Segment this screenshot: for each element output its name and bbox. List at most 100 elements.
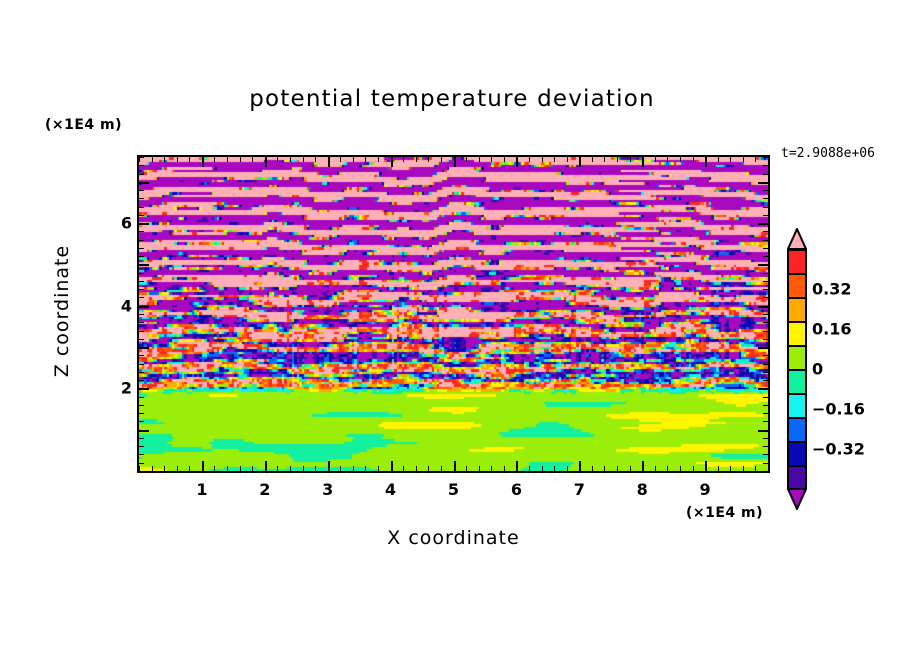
axis-tick [177, 466, 178, 471]
colorbar-band [789, 347, 805, 371]
axis-tick [491, 157, 492, 162]
axis-tick [454, 157, 456, 167]
axis-tick [139, 306, 149, 308]
axis-tick [139, 430, 149, 432]
colorbar-under-arrow-icon [787, 488, 807, 510]
axis-tick [642, 461, 644, 471]
axis-tick [763, 248, 768, 249]
axis-tick [315, 157, 316, 162]
axis-tick [763, 421, 768, 422]
axis-tick [743, 157, 744, 162]
axis-tick [466, 466, 467, 471]
axis-tick [252, 157, 253, 162]
axis-tick [705, 157, 707, 167]
axis-tick [693, 157, 694, 162]
axis-tick [139, 248, 144, 249]
axis-tick [139, 421, 144, 422]
colorbar-tick-labels: 0.32 0.16 0 −0.16 −0.32 [812, 228, 902, 510]
axis-tick [303, 157, 304, 162]
axis-tick [763, 215, 768, 216]
axis-tick [604, 466, 605, 471]
axis-tick [758, 223, 768, 225]
axis-tick [290, 157, 291, 162]
axis-tick [655, 466, 656, 471]
axis-tick [265, 157, 267, 167]
axis-tick [139, 297, 144, 298]
axis-tick [139, 207, 144, 208]
axis-tick [277, 466, 278, 471]
axis-tick [763, 397, 768, 398]
colorbar[interactable] [782, 228, 810, 510]
axis-tick [763, 289, 768, 290]
axis-tick [604, 157, 605, 162]
axis-tick [763, 190, 768, 191]
axis-tick [139, 215, 144, 216]
axis-tick [763, 297, 768, 298]
x-tick-label: 1 [196, 480, 208, 499]
x-tick-label: 6 [510, 480, 522, 499]
axis-tick [763, 331, 768, 332]
axis-tick [139, 471, 149, 473]
colorbar-over-arrow-icon [787, 228, 807, 250]
axis-tick [214, 466, 215, 471]
axis-tick [758, 264, 768, 266]
axis-tick [763, 339, 768, 340]
axis-tick [655, 157, 656, 162]
axis-tick [763, 256, 768, 257]
axis-tick [189, 466, 190, 471]
y-axis-tick-labels: 2 4 6 [96, 155, 132, 473]
axis-tick [265, 461, 267, 471]
y-axis-title: Z coordinate [51, 244, 73, 378]
axis-tick [139, 397, 144, 398]
axis-tick [139, 289, 144, 290]
colorbar-band [789, 443, 805, 467]
colorbar-label: −0.32 [812, 439, 865, 459]
axis-tick [630, 466, 631, 471]
axis-tick [763, 322, 768, 323]
axis-tick [763, 463, 768, 464]
axis-tick [479, 157, 480, 162]
x-tick-label: 9 [699, 480, 711, 499]
axis-tick [365, 466, 366, 471]
colorbar-band [789, 251, 805, 275]
axis-tick [403, 157, 404, 162]
axis-tick [227, 466, 228, 471]
contour-plot-area[interactable] [137, 155, 770, 473]
axis-tick [139, 314, 144, 315]
y-axis-unit-label: (×1E4 m) [45, 117, 123, 133]
axis-tick [139, 380, 144, 381]
axis-tick [592, 466, 593, 471]
axis-tick [139, 182, 149, 184]
axis-tick [763, 438, 768, 439]
axis-tick [763, 372, 768, 373]
axis-tick [504, 466, 505, 471]
colorbar-label: 0 [812, 359, 824, 379]
page-title: potential temperature deviation [249, 86, 655, 112]
axis-tick [177, 157, 178, 162]
axis-tick [290, 466, 291, 471]
axis-tick [705, 461, 707, 471]
axis-tick [758, 306, 768, 308]
axis-tick [718, 466, 719, 471]
axis-tick [139, 165, 144, 166]
axis-tick [353, 466, 354, 471]
axis-tick [428, 466, 429, 471]
y-tick-label: 2 [120, 378, 132, 398]
axis-tick [139, 454, 144, 455]
axis-tick [763, 364, 768, 365]
colorbar-label: −0.16 [812, 399, 865, 419]
axis-tick [240, 157, 241, 162]
axis-tick [441, 466, 442, 471]
axis-tick [139, 157, 144, 158]
colorbar-band [789, 323, 805, 347]
axis-tick [516, 157, 518, 167]
axis-tick [567, 157, 568, 162]
axis-tick [164, 157, 165, 162]
axis-tick [743, 466, 744, 471]
y-tick-label: 4 [120, 296, 132, 316]
colorbar-band [789, 371, 805, 395]
axis-tick [763, 281, 768, 282]
colorbar-bands [787, 249, 807, 491]
y-tick-label: 6 [120, 213, 132, 233]
colorbar-label: 0.32 [812, 279, 852, 299]
